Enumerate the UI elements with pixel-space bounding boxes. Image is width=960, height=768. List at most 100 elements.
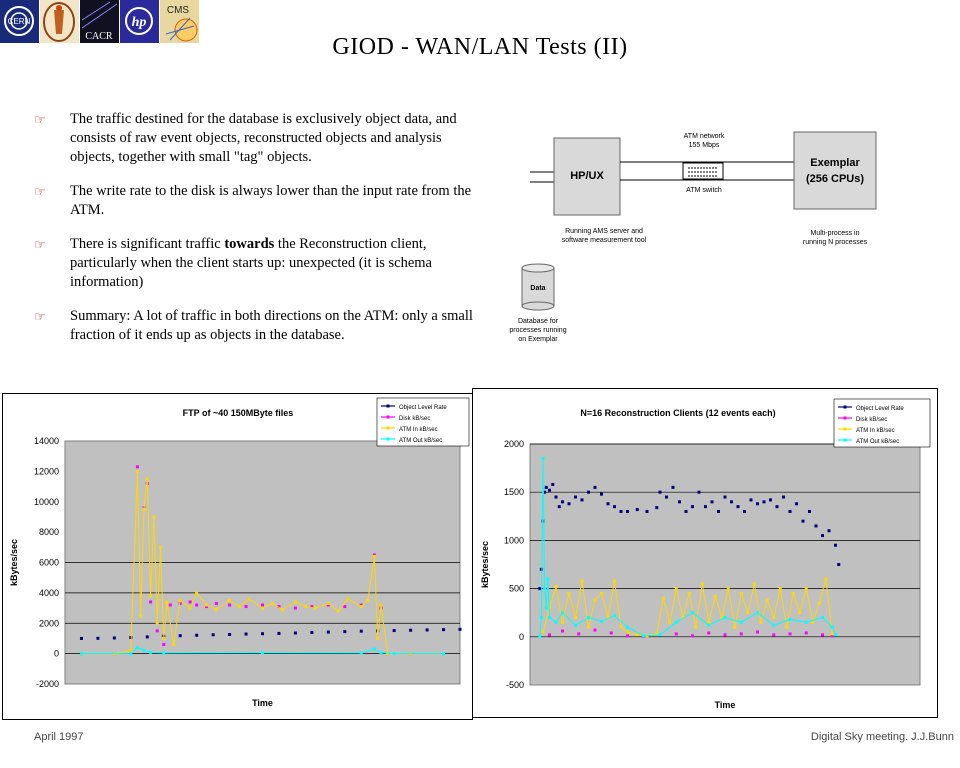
cacr-logo-text: CACR	[85, 31, 113, 42]
data-point	[613, 579, 616, 583]
data-point	[687, 591, 691, 595]
data-point	[158, 545, 162, 549]
legend-label: Object Level Rate	[856, 406, 904, 412]
data-point	[214, 602, 218, 606]
data-point	[372, 647, 376, 651]
data-point	[821, 534, 824, 538]
legend-label: ATM Out kB/sec	[399, 438, 442, 444]
data-point	[112, 636, 116, 640]
data-point	[739, 620, 743, 624]
data-point	[548, 488, 551, 492]
data-point	[326, 602, 330, 606]
data-point	[814, 524, 818, 528]
data-point	[379, 651, 383, 655]
data-point	[561, 500, 564, 504]
data-point	[326, 630, 330, 634]
data-point	[541, 519, 545, 523]
data-point	[293, 606, 297, 610]
data-point	[795, 502, 798, 506]
data-point	[228, 598, 232, 602]
legend-marker	[386, 404, 390, 408]
caltech-logo	[40, 0, 79, 43]
data-point	[544, 606, 548, 610]
data-point	[743, 509, 746, 513]
data-point	[694, 625, 698, 629]
data-point	[135, 469, 139, 473]
data-point	[162, 651, 166, 655]
data-point	[214, 608, 218, 612]
data-point	[678, 500, 681, 504]
data-point	[600, 492, 603, 496]
legend-label: ATM In kB/sec	[399, 427, 438, 433]
cern-logo-text: CERN	[8, 17, 31, 26]
data-point	[593, 598, 597, 602]
data-point	[359, 651, 363, 655]
data-point	[155, 629, 159, 633]
y-tick-label: -2000	[36, 679, 59, 689]
data-point	[554, 495, 558, 499]
data-point	[539, 567, 543, 571]
data-point	[733, 625, 737, 629]
data-point	[580, 498, 584, 502]
legend-marker	[386, 437, 390, 441]
data-point	[804, 631, 808, 635]
data-point	[723, 616, 727, 620]
data-point	[178, 634, 182, 638]
data-point	[188, 606, 192, 610]
data-point	[674, 620, 678, 624]
data-point	[546, 577, 550, 581]
data-point	[691, 634, 694, 638]
data-point	[635, 508, 639, 512]
legend-marker	[843, 438, 847, 442]
chart-title: FTP of ~40 150MByte files	[183, 408, 294, 418]
ftp-chart-panel: 14000 12000 10000 8000 6000 4000 2000 0 -2000 FTP…	[2, 393, 473, 720]
data-point	[303, 605, 307, 609]
data-point	[574, 495, 577, 499]
data-point	[346, 597, 350, 601]
data-point	[538, 635, 542, 639]
data-point	[674, 587, 678, 591]
database-caption-1: Database for	[518, 318, 559, 325]
logo-strip: CERN CACR hp CMS	[0, 0, 199, 44]
y-tick-label: 2000	[504, 439, 524, 449]
y-tick-label: -500	[506, 680, 524, 690]
x-axis-label: Time	[252, 698, 273, 708]
data-point	[756, 630, 759, 634]
data-point	[376, 636, 380, 640]
data-point	[788, 617, 792, 621]
exemplar-caption-1: Multi-process in	[810, 230, 859, 237]
database-label: Data	[530, 285, 545, 292]
data-point	[665, 495, 668, 499]
data-point	[785, 625, 789, 629]
data-point	[544, 485, 548, 489]
data-point	[606, 616, 610, 620]
plot-area	[529, 443, 921, 686]
data-point	[178, 598, 182, 602]
data-point	[830, 634, 834, 638]
data-point	[613, 614, 616, 618]
y-tick-label: 10000	[34, 497, 59, 507]
data-point	[824, 577, 828, 581]
data-point	[600, 591, 603, 595]
hpux-label: HP/UX	[570, 170, 604, 182]
data-point	[821, 633, 824, 637]
bullet-text: The write rate to the disk is always low…	[70, 183, 472, 218]
reconstruction-chart: 2000 1500 1000 500 0 -500 N=16 Reconstruction …	[480, 398, 931, 710]
data-point	[759, 620, 763, 624]
data-point	[280, 608, 284, 612]
cacr-logo: CACR	[80, 0, 119, 43]
data-point	[626, 625, 629, 629]
y-tick-label: 8000	[39, 527, 59, 537]
network-diagram: HP/UX ATM network 155 Mbps ATM switch Ex…	[509, 131, 877, 343]
pointing-hand-icon: ☞	[34, 184, 46, 199]
data-point	[359, 605, 363, 609]
data-point	[561, 620, 564, 624]
data-point	[244, 632, 248, 636]
legend-label: Object Level Rate	[399, 405, 447, 411]
pointing-hand-icon: ☞	[34, 237, 46, 252]
pointing-hand-icon: ☞	[34, 112, 46, 127]
data-point	[554, 620, 558, 624]
data-point	[244, 605, 248, 609]
data-point	[798, 611, 802, 615]
data-point	[691, 611, 694, 615]
